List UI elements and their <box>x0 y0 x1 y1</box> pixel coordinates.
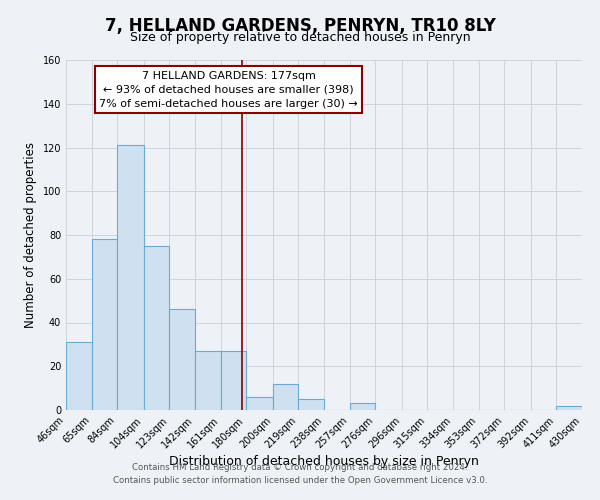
Bar <box>92 240 117 410</box>
X-axis label: Distribution of detached houses by size in Penryn: Distribution of detached houses by size … <box>169 456 479 468</box>
Bar <box>169 310 195 410</box>
Text: Contains HM Land Registry data © Crown copyright and database right 2024.: Contains HM Land Registry data © Crown c… <box>132 464 468 472</box>
Bar <box>221 351 246 410</box>
Bar <box>195 351 221 410</box>
Bar <box>117 146 144 410</box>
Text: Contains public sector information licensed under the Open Government Licence v3: Contains public sector information licen… <box>113 476 487 485</box>
Bar <box>556 406 582 410</box>
Bar <box>246 397 273 410</box>
Text: Size of property relative to detached houses in Penryn: Size of property relative to detached ho… <box>130 31 470 44</box>
Y-axis label: Number of detached properties: Number of detached properties <box>24 142 37 328</box>
Bar <box>144 246 169 410</box>
Bar <box>273 384 298 410</box>
Bar <box>298 399 324 410</box>
Bar <box>350 404 375 410</box>
Text: 7, HELLAND GARDENS, PENRYN, TR10 8LY: 7, HELLAND GARDENS, PENRYN, TR10 8LY <box>104 18 496 36</box>
Text: 7 HELLAND GARDENS: 177sqm
← 93% of detached houses are smaller (398)
7% of semi-: 7 HELLAND GARDENS: 177sqm ← 93% of detac… <box>99 70 358 108</box>
Bar <box>66 342 92 410</box>
